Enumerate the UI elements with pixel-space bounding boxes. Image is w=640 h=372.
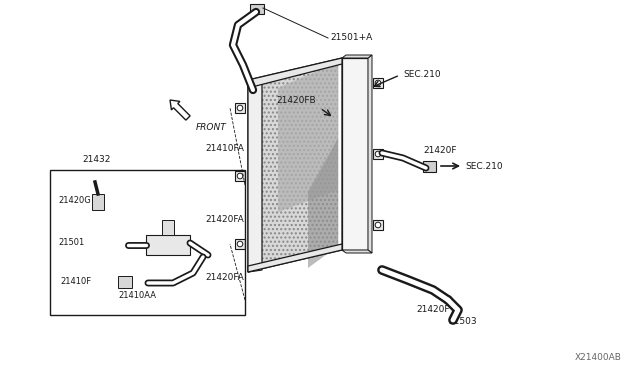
Bar bbox=[423, 161, 436, 172]
Bar bbox=[373, 220, 383, 230]
Text: 21410F: 21410F bbox=[60, 278, 91, 286]
Text: 21420FA: 21420FA bbox=[205, 273, 244, 282]
Bar bbox=[235, 239, 245, 249]
Bar bbox=[250, 4, 264, 14]
Circle shape bbox=[237, 241, 243, 247]
Text: SEC.210: SEC.210 bbox=[403, 70, 440, 78]
Text: 21420FB: 21420FB bbox=[276, 96, 316, 105]
Polygon shape bbox=[118, 276, 132, 288]
Text: 21410AA: 21410AA bbox=[118, 292, 156, 301]
Circle shape bbox=[375, 222, 381, 228]
Text: 21420F: 21420F bbox=[423, 145, 456, 154]
Polygon shape bbox=[248, 58, 342, 88]
Bar bbox=[50, 170, 245, 315]
Polygon shape bbox=[308, 138, 338, 268]
Text: 21501: 21501 bbox=[58, 237, 84, 247]
Text: 21420F: 21420F bbox=[416, 305, 449, 314]
Polygon shape bbox=[368, 55, 372, 253]
Text: FRONT: FRONT bbox=[196, 123, 227, 132]
Text: 21501+A: 21501+A bbox=[330, 32, 372, 42]
FancyArrow shape bbox=[170, 100, 190, 120]
Circle shape bbox=[375, 80, 381, 86]
Text: 21420FA: 21420FA bbox=[205, 215, 244, 224]
Circle shape bbox=[237, 105, 243, 111]
Bar bbox=[373, 149, 383, 159]
Polygon shape bbox=[248, 58, 342, 272]
Polygon shape bbox=[342, 58, 368, 250]
Bar bbox=[235, 103, 245, 113]
Polygon shape bbox=[278, 62, 338, 212]
Polygon shape bbox=[162, 220, 174, 235]
Polygon shape bbox=[248, 80, 262, 272]
Text: X21400AB: X21400AB bbox=[575, 353, 622, 362]
Bar bbox=[235, 171, 245, 181]
Polygon shape bbox=[92, 194, 104, 210]
Text: 21432: 21432 bbox=[82, 155, 110, 164]
Circle shape bbox=[237, 173, 243, 179]
Polygon shape bbox=[342, 250, 372, 253]
Polygon shape bbox=[248, 244, 342, 272]
Bar bbox=[373, 78, 383, 88]
Text: SEC.210: SEC.210 bbox=[465, 161, 502, 170]
Text: 21420G: 21420G bbox=[58, 196, 91, 205]
Polygon shape bbox=[146, 235, 190, 255]
Text: 21410FA: 21410FA bbox=[205, 144, 244, 153]
Circle shape bbox=[375, 151, 381, 157]
Text: 21503: 21503 bbox=[448, 317, 477, 327]
Polygon shape bbox=[342, 55, 372, 58]
Polygon shape bbox=[252, 62, 338, 268]
